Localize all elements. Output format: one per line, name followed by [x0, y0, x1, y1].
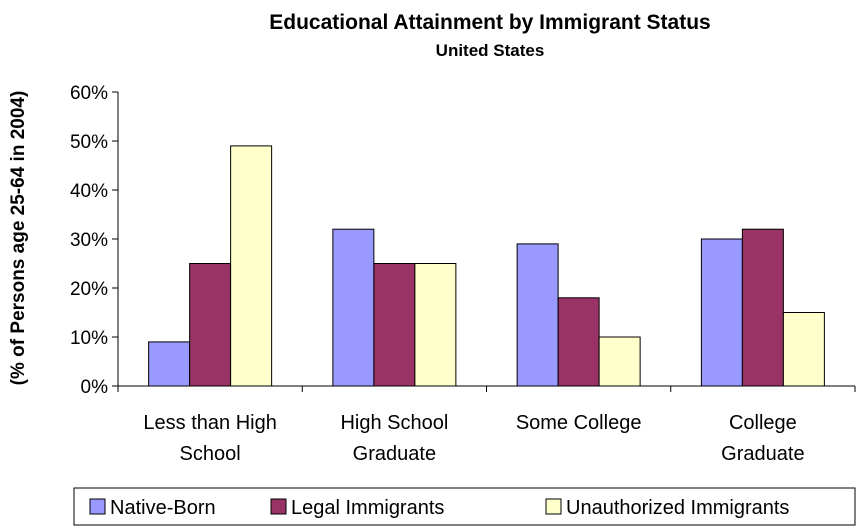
chart-title: Educational Attainment by Immigrant Stat… [269, 11, 710, 34]
bar-unauthorized-immigrants-1 [230, 145, 273, 387]
legend: Native-Born Legal Immigrants Unauthorized … [73, 487, 856, 526]
bar-unauthorized-immigrants-3 [598, 336, 641, 387]
bar-legal-immigrants-4 [741, 228, 784, 387]
legend-label: Native-Born [110, 497, 216, 519]
bar-native-born-4 [700, 238, 743, 387]
legend-swatch [89, 498, 106, 515]
bar-legal-immigrants-1 [189, 263, 232, 387]
x-category-label: College [729, 412, 797, 434]
bar-unauthorized-immigrants-4 [782, 312, 825, 387]
x-category-label: High School [340, 412, 448, 434]
chart-subtitle: United States [436, 41, 545, 60]
bar-unauthorized-immigrants-2 [414, 263, 457, 387]
legend-label: Legal Immigrants [291, 497, 444, 519]
x-category-label: Graduate [721, 443, 804, 465]
bar-native-born-2 [332, 228, 375, 387]
y-tick-label: 40% [70, 181, 108, 202]
y-tick-label: 50% [70, 132, 108, 153]
x-category-label: Some College [516, 412, 642, 434]
legend-box [73, 487, 856, 526]
x-category-label: Less than High [143, 412, 276, 434]
legend-swatch [270, 498, 287, 515]
bar-legal-immigrants-3 [557, 297, 600, 387]
y-tick-label: 0% [81, 377, 109, 398]
y-tick-label: 60% [70, 83, 108, 104]
bar-native-born-1 [148, 341, 191, 387]
y-tick-label: 30% [70, 230, 108, 251]
y-tick-label: 20% [70, 279, 108, 300]
y-axis-label: (% of Persons age 25-64 in 2004) [8, 91, 29, 386]
y-tick-label: 10% [70, 328, 108, 349]
bar-legal-immigrants-2 [373, 263, 416, 387]
x-category-label: Graduate [353, 443, 436, 465]
legend-swatch [545, 498, 562, 515]
plot-area: 0% 10% 20% 30% 40% 50% 60% Less than High School… [70, 83, 856, 465]
bar-native-born-3 [516, 243, 559, 387]
x-category-label: School [180, 443, 241, 465]
legend-label: Unauthorized Immigrants [566, 497, 789, 519]
